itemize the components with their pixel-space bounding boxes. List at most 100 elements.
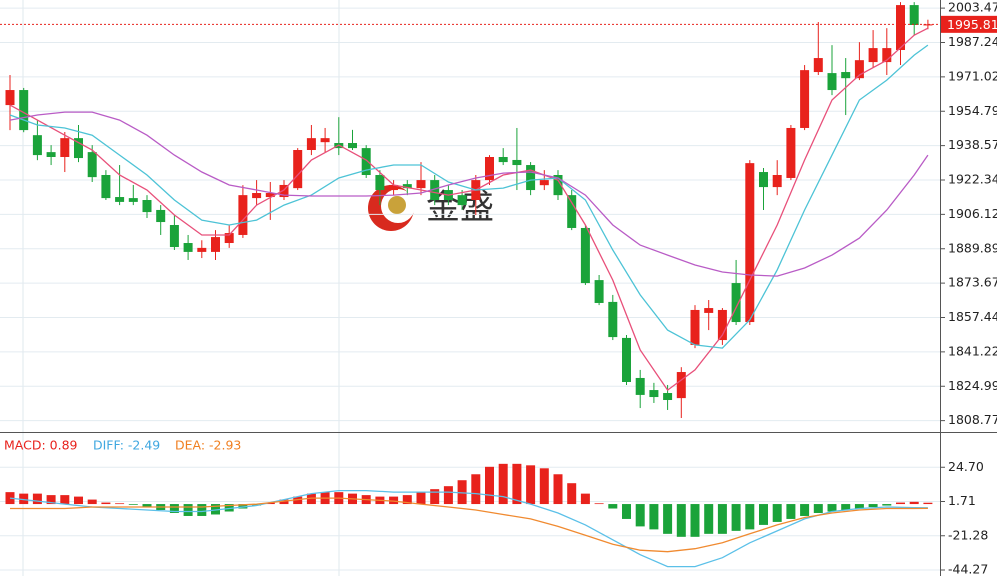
macd-bar	[306, 493, 316, 505]
candle-body	[896, 5, 905, 51]
candle-body	[553, 175, 563, 196]
macd-bar	[512, 463, 522, 505]
candle-body	[32, 135, 42, 156]
macd-bar	[676, 504, 686, 537]
macd-bar	[402, 495, 412, 505]
macd-bar	[457, 480, 467, 505]
macd-bar	[430, 489, 440, 505]
macd-bar	[896, 502, 905, 505]
candle-body	[580, 227, 590, 284]
last-price-label: 1995.81	[947, 17, 997, 32]
legend-text: DEA: -2.93	[175, 438, 241, 453]
candle-body	[868, 48, 878, 63]
candle-body	[183, 243, 193, 252]
y-tick-label: 1873.67	[948, 275, 997, 290]
macd-bar	[717, 504, 727, 534]
candle-body	[704, 308, 714, 313]
macd-bar	[19, 493, 29, 505]
candle-body	[169, 225, 179, 248]
macd-bar	[649, 504, 659, 530]
candle-body	[293, 150, 303, 189]
line-series	[9, 111, 929, 277]
y-tick-label: -21.28	[948, 527, 988, 542]
macd-bar	[553, 474, 563, 505]
macd-bar	[772, 504, 782, 522]
candle-body	[306, 138, 316, 151]
y-tick-label: 1808.77	[948, 412, 997, 427]
candle-body	[526, 165, 536, 191]
macd-bar	[389, 496, 399, 505]
candle-body	[663, 393, 673, 401]
macd-bar	[622, 504, 631, 519]
macd-bar	[224, 504, 234, 512]
candle-body	[156, 209, 166, 223]
macd-bar	[745, 504, 755, 530]
candle-body	[197, 247, 207, 252]
line-series	[9, 44, 929, 349]
macd-bar	[690, 504, 700, 537]
candle-body	[320, 138, 330, 143]
macd-bar	[87, 499, 97, 505]
macd-bar	[704, 504, 714, 534]
candle-body	[498, 156, 508, 163]
candle-body	[224, 233, 234, 244]
candle-body	[279, 184, 289, 198]
macd-bar	[567, 483, 577, 505]
candle-body	[813, 58, 823, 73]
macd-bar	[115, 503, 125, 505]
candle-body	[841, 72, 851, 79]
macd-bar	[498, 463, 508, 505]
logo	[388, 196, 406, 214]
candle-body	[211, 237, 220, 252]
macd-bar	[211, 504, 220, 515]
macd-bar	[594, 503, 604, 505]
macd-bar	[813, 504, 823, 513]
candle-body	[827, 73, 837, 91]
candle-body	[19, 90, 29, 131]
price-tag	[941, 15, 997, 33]
macd-bar	[539, 468, 549, 505]
candle-body	[731, 283, 741, 323]
macd-bar	[238, 504, 248, 509]
macd-bar	[60, 495, 70, 505]
macd-bar	[485, 466, 494, 505]
candle-body	[512, 159, 522, 166]
macd-bar	[786, 504, 796, 519]
y-tick-label: 1841.22	[948, 343, 997, 358]
candle-body	[690, 309, 700, 345]
candle-body	[115, 197, 125, 202]
macd-bar	[580, 493, 590, 505]
y-tick-label: 1824.99	[948, 378, 997, 393]
candle-body	[252, 193, 262, 199]
candle-body	[635, 377, 645, 395]
line-series	[10, 497, 928, 553]
macd-bar	[608, 504, 618, 509]
candle-body	[717, 309, 727, 341]
candle-body	[348, 143, 357, 149]
macd-bar	[46, 495, 56, 505]
macd-bar	[827, 504, 837, 512]
macd-bar	[882, 504, 892, 506]
y-tick-label: 24.70	[948, 459, 984, 474]
macd-bar	[635, 504, 645, 527]
y-tick-label: 2003.47	[948, 0, 997, 15]
candle-body	[5, 90, 15, 106]
candle-body	[375, 175, 385, 191]
macd-bar	[101, 502, 111, 505]
macd-bar	[526, 465, 536, 505]
y-tick-label: 1906.12	[948, 206, 997, 221]
candle-body	[416, 180, 426, 189]
candle-body	[457, 195, 467, 206]
candle-body	[622, 337, 631, 382]
candle-body	[46, 152, 56, 157]
macd-bar	[74, 496, 83, 505]
candle-body	[745, 163, 755, 323]
macd-bar	[183, 504, 193, 516]
macd-bar	[909, 501, 919, 505]
macd-bar	[416, 492, 426, 505]
macd-bar	[841, 504, 851, 511]
macd-bar	[293, 496, 303, 505]
macd-bar	[252, 504, 262, 506]
candle-body	[882, 48, 892, 63]
